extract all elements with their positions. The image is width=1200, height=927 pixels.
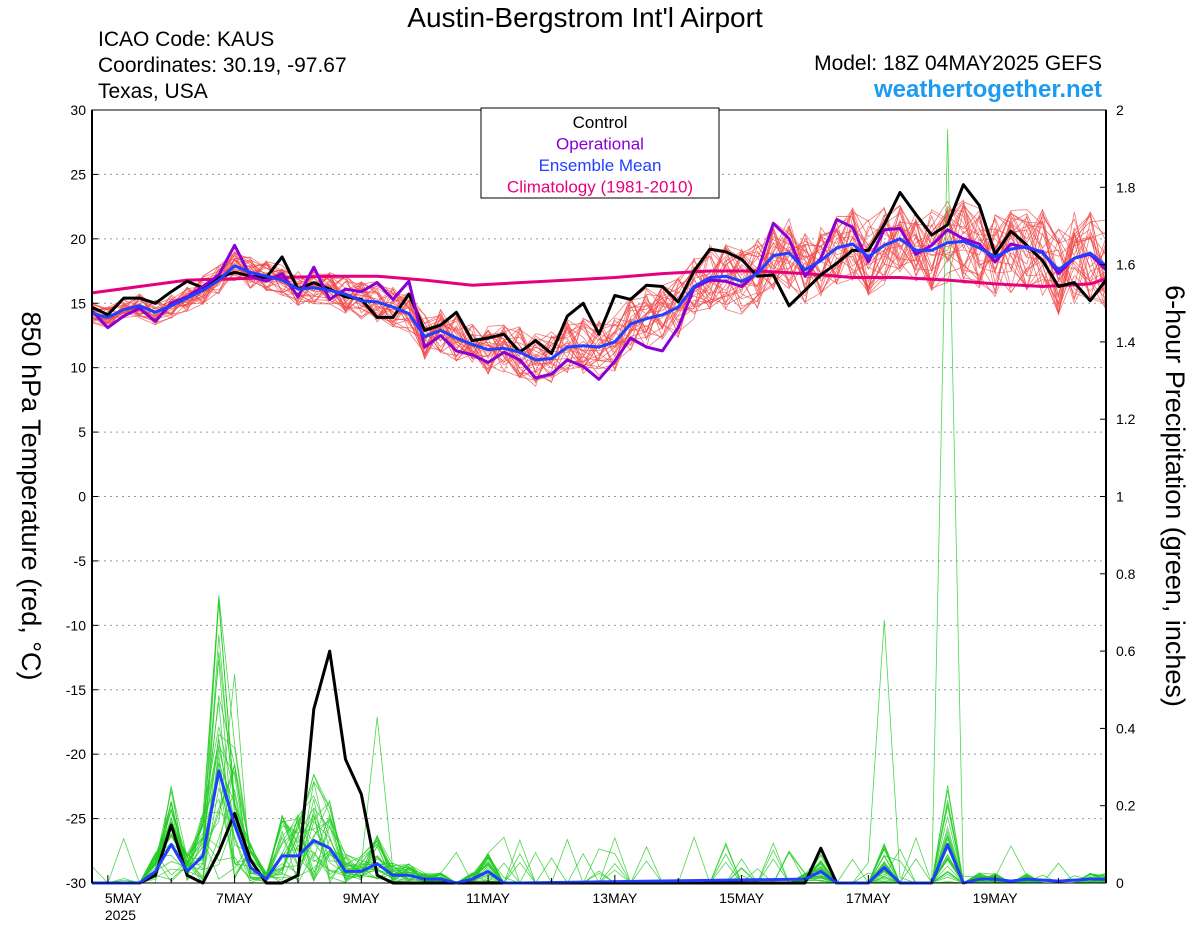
legend-entry: Climatology (1981-2010) (507, 178, 693, 197)
website-link[interactable]: weathertogether.net (873, 76, 1102, 103)
temperature-control-line (91, 183, 1108, 355)
right-tick-label: 0.2 (1116, 798, 1136, 814)
coordinates: Coordinates: 30.19, -97.67 (98, 54, 347, 77)
left-tick-label: 5 (78, 424, 86, 440)
left-axis-title: 850 hPa Temperature (red, °C) (16, 312, 46, 681)
temperature-ensemble-mean-line (91, 237, 1107, 362)
right-tick-label: 1.6 (1116, 257, 1136, 273)
x-tick-label: 9MAY (343, 890, 381, 906)
right-tick-label: 0.4 (1116, 720, 1136, 736)
temperature-operational-line (90, 218, 1108, 381)
left-tick-label: 15 (70, 295, 86, 311)
icao-code: ICAO Code: KAUS (98, 28, 275, 51)
x-tick-label: 7MAY (216, 890, 254, 906)
x-tick-sublabel: 2025 (105, 907, 136, 923)
temperature-member-line (91, 205, 1107, 382)
legend: Control Operational Ensemble Mean Climatolo… (480, 107, 720, 199)
x-tick-label: 13MAY (592, 890, 638, 906)
left-tick-label: -10 (66, 617, 86, 633)
x-tick-label: 11MAY (466, 890, 510, 906)
left-tick-label: 10 (70, 360, 86, 376)
left-tick-label: -15 (66, 682, 86, 698)
temperature-member-line (91, 206, 1107, 369)
region-label: Texas, USA (98, 80, 208, 103)
left-tick-label: -30 (66, 875, 86, 891)
temperature-member-line (91, 199, 1107, 366)
right-tick-label: 0.6 (1116, 643, 1136, 659)
main-series (90, 183, 1108, 885)
model-run: Model: 18Z 04MAY2025 GEFS (814, 52, 1102, 75)
left-tick-label: 0 (78, 489, 86, 505)
legend-entry: Control (573, 113, 628, 132)
legend-entry: Operational (556, 135, 644, 154)
right-tick-label: 1.4 (1116, 334, 1136, 350)
right-tick-label: 0.8 (1116, 566, 1136, 582)
left-tick-label: 25 (70, 166, 86, 182)
legend-box (480, 107, 720, 199)
left-tick-label: -5 (74, 553, 87, 569)
right-tick-label: 1 (1116, 489, 1124, 505)
right-axis-title: 6-hour Precipitation (green, inches) (1160, 285, 1190, 707)
x-tick-label: 17MAY (846, 890, 892, 906)
left-tick-label: 20 (70, 231, 86, 247)
x-tick-label: 5MAY (105, 890, 143, 906)
x-tick-label: 15MAY (719, 890, 765, 906)
right-tick-label: 1.8 (1116, 179, 1136, 195)
right-tick-label: 1.2 (1116, 411, 1136, 427)
right-tick-label: 2 (1116, 102, 1124, 118)
left-tick-label: -25 (66, 811, 86, 827)
right-tick-label: 0 (1116, 875, 1124, 891)
x-tick-label: 19MAY (973, 890, 1019, 906)
temperature-member-line (91, 206, 1107, 388)
legend-entry: Ensemble Mean (539, 156, 662, 175)
precip-ensemble-mean-line (92, 769, 1106, 885)
left-tick-label: 30 (70, 102, 86, 118)
chart-title: Austin-Bergstrom Int'l Airport (407, 2, 763, 33)
left-tick-label: -20 (66, 746, 86, 762)
grid-lines (92, 109, 1106, 820)
